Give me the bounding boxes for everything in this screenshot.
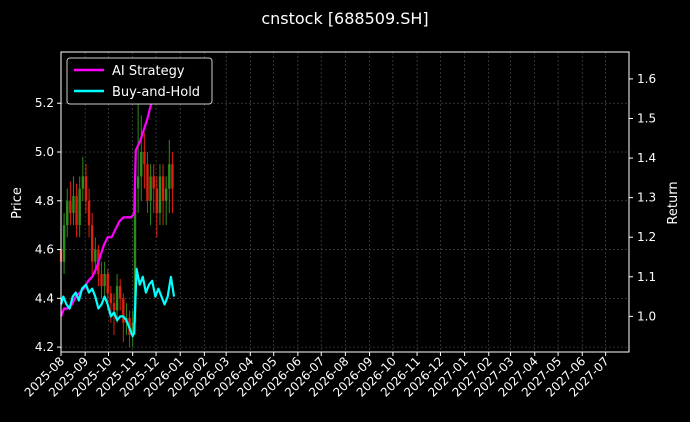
y-left-tick-label: 4.8 <box>35 194 54 208</box>
candle-body <box>136 176 140 189</box>
candle-body <box>133 188 137 323</box>
series-line-buy-and-hold <box>59 267 176 338</box>
candle-body <box>69 200 72 213</box>
candle-body <box>72 195 75 213</box>
y-right-tick-label: 1.6 <box>637 72 656 86</box>
y-left-tick-label: 4.4 <box>35 291 54 305</box>
candle-body <box>164 188 168 201</box>
candle-body <box>109 293 113 304</box>
candle-body <box>143 152 146 165</box>
y-left-tick-label: 5.2 <box>35 96 54 110</box>
candle-body <box>87 200 91 226</box>
candle-body <box>112 303 116 311</box>
candle-body <box>131 322 134 335</box>
y-right-tick-label: 1.1 <box>637 270 656 284</box>
y-left-tick-label: 5.0 <box>35 145 54 159</box>
candle-body <box>168 164 171 189</box>
chart-title: cnstock [688509.SH] <box>261 9 428 28</box>
y-right-tick-label: 1.3 <box>637 191 656 205</box>
candle-body <box>115 286 119 311</box>
candle-body <box>146 164 149 201</box>
candle-body <box>158 176 162 213</box>
y-axis-right: 1.0 1.1 1.2 1.3 1.4 1.5 1.6 <box>629 72 656 323</box>
candle-body <box>75 195 78 226</box>
candle-body <box>62 225 66 262</box>
legend-label-ai-strategy: AI Strategy <box>112 64 185 79</box>
candle-body <box>155 188 159 213</box>
y-right-tick-label: 1.4 <box>637 151 656 165</box>
y-right-tick-label: 1.0 <box>637 309 656 323</box>
candle-body <box>66 200 69 226</box>
y-axis-right-title: Return <box>666 181 681 224</box>
y-axis-left-title: Price <box>10 187 25 219</box>
legend: AI Strategy Buy-and-Hold <box>66 57 213 105</box>
y-right-tick-label: 1.5 <box>637 111 656 125</box>
y-axis-left: 4.2 4.4 4.6 4.8 5.0 5.2 <box>35 96 61 354</box>
candle-body <box>106 273 109 294</box>
candle-body <box>103 273 106 287</box>
y-left-tick-label: 4.6 <box>35 243 54 257</box>
candle-body <box>122 298 125 323</box>
candle-body <box>119 286 122 299</box>
candle-body <box>90 225 94 262</box>
series-lines <box>59 90 176 338</box>
candle-body <box>140 152 143 177</box>
y-left-tick-label: 4.2 <box>35 340 54 354</box>
candle-body <box>78 188 81 226</box>
candle-body <box>100 273 103 287</box>
candle-body <box>152 176 155 189</box>
candle-body <box>149 176 152 201</box>
legend-label-buy-and-hold: Buy-and-Hold <box>112 85 200 100</box>
candle-body <box>94 249 97 262</box>
candle-body <box>84 176 88 201</box>
y-right-tick-label: 1.2 <box>637 230 656 244</box>
candle-body <box>81 176 85 189</box>
candle-body <box>161 176 165 201</box>
candle-body <box>171 164 174 189</box>
